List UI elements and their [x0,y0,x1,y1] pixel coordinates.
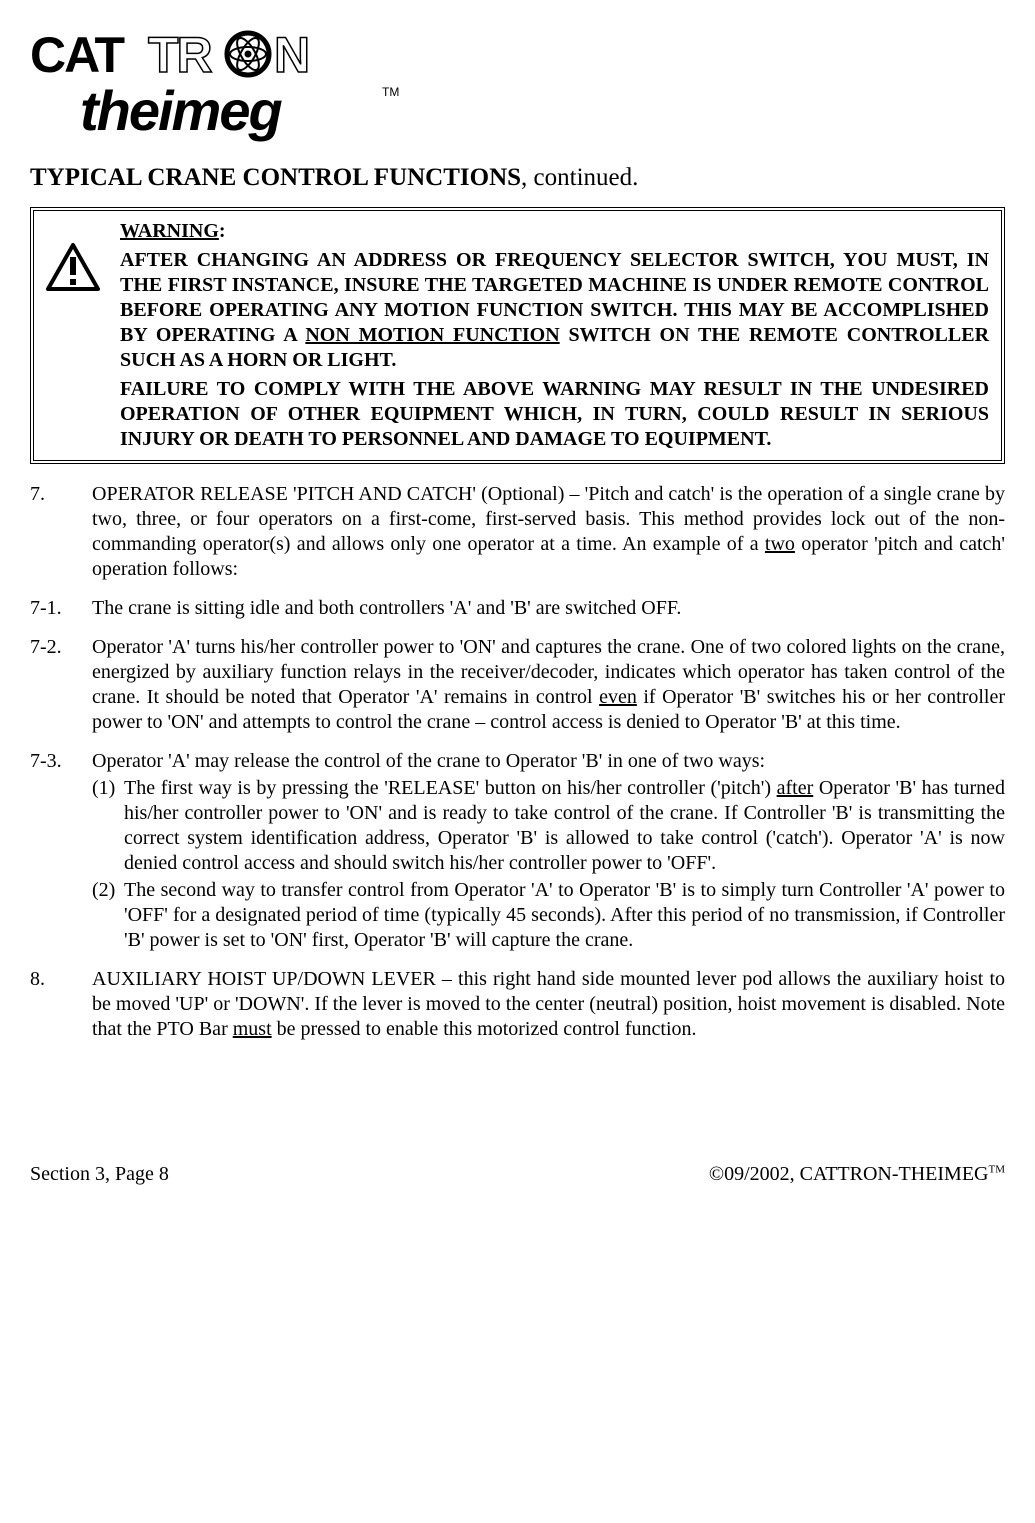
item-body: Operator 'A' turns his/her controller po… [92,635,1005,735]
svg-text:TM: TM [382,85,399,99]
svg-text:N: N [274,30,310,83]
footer-left: Section 3, Page 8 [30,1162,169,1187]
list-item-8: 8. AUXILIARY HOIST UP/DOWN LEVER – this … [30,967,1005,1042]
svg-text:theimeg: theimeg [80,79,282,142]
warning-colon: : [219,220,226,242]
list-item-7-1: 7-1. The crane is sitting idle and both … [30,596,1005,621]
list-item-7: 7. OPERATOR RELEASE 'PITCH AND CATCH' (O… [30,482,1005,582]
warning-box: WARNING: AFTER CHANGING AN ADDRESS OR FR… [30,207,1005,464]
footer-right: ©09/2002, CATTRON-THEIMEGTM [709,1162,1005,1187]
item-body: OPERATOR RELEASE 'PITCH AND CATCH' (Opti… [92,482,1005,582]
list-item-7-2: 7-2. Operator 'A' turns his/her controll… [30,635,1005,735]
list-item-7-3: 7-3. Operator 'A' may release the contro… [30,749,1005,774]
item-number: 7-2. [30,635,92,735]
subitem-mark: (2) [92,878,124,953]
item-number: 7. [30,482,92,582]
brand-logo: CAT TR N theimeg TM [30,30,1005,142]
page-footer: Section 3, Page 8 ©09/2002, CATTRON-THEI… [30,1162,1005,1187]
heading-bold: TYPICAL CRANE CONTROL FUNCTIONS [30,164,521,191]
item-number: 8. [30,967,92,1042]
warning-paragraph-1: AFTER CHANGING AN ADDRESS OR FREQUENCY S… [120,248,989,373]
sublist-item-1: (1) The first way is by pressing the 'RE… [92,776,1005,876]
subitem-mark: (1) [92,776,124,876]
item-number: 7-3. [30,749,92,774]
item-number: 7-1. [30,596,92,621]
warning-paragraph-2: FAILURE TO COMPLY WITH THE ABOVE WARNING… [120,377,989,452]
subitem-body: The second way to transfer control from … [124,878,1005,953]
heading-rest: , continued. [521,164,638,191]
warning-icon [46,219,120,298]
page-heading: TYPICAL CRANE CONTROL FUNCTIONS, continu… [30,162,1005,193]
item-body: AUXILIARY HOIST UP/DOWN LEVER – this rig… [92,967,1005,1042]
svg-text:TR: TR [148,30,213,83]
svg-text:CAT: CAT [30,30,125,83]
item-body: Operator 'A' may release the control of … [92,749,1005,774]
sublist-item-2: (2) The second way to transfer control f… [92,878,1005,953]
item-body: The crane is sitting idle and both contr… [92,596,1005,621]
warning-title: WARNING [120,220,219,242]
subitem-body: The first way is by pressing the 'RELEAS… [124,776,1005,876]
